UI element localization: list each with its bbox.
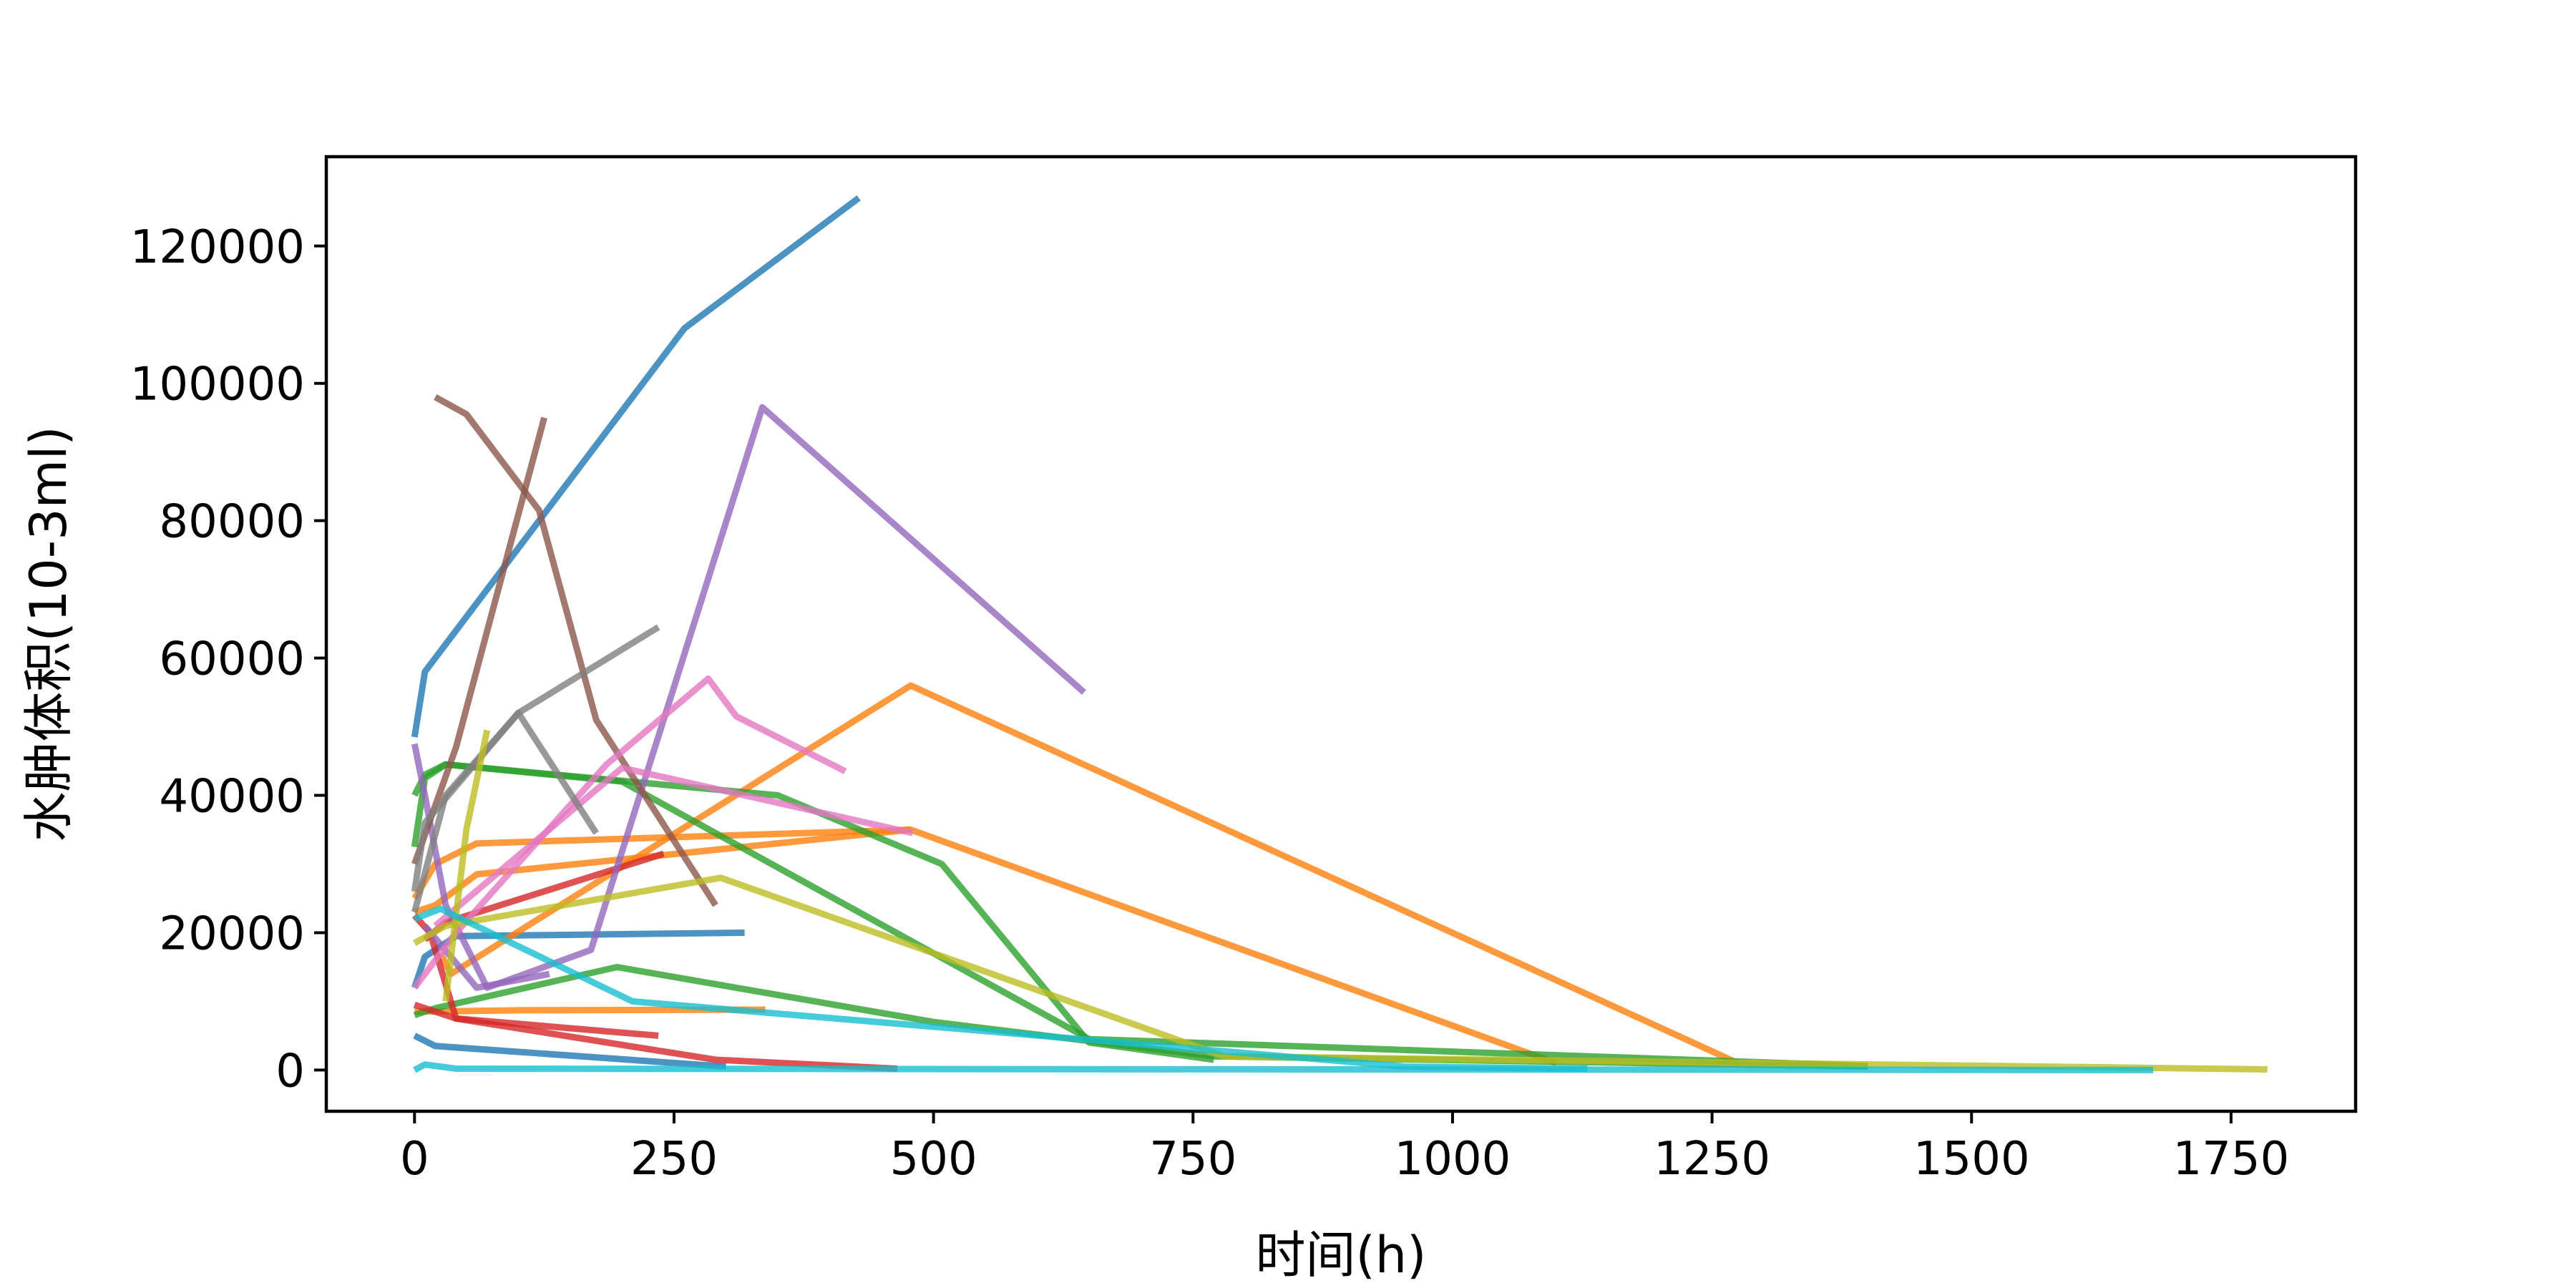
y-axis-title: 水肿体积(10-3ml) [19, 426, 78, 841]
series-line [413, 874, 2268, 1073]
x-tick-label: 250 [630, 1133, 718, 1186]
series-line [434, 394, 718, 907]
y-tick-label: 80000 [159, 496, 305, 549]
y-tick-label: 20000 [159, 907, 305, 960]
x-tick-label: 1250 [1654, 1133, 1770, 1186]
y-tick-label: 40000 [159, 771, 305, 824]
x-tick-label: 750 [1149, 1133, 1236, 1186]
series-line [413, 1033, 726, 1070]
series-line [413, 1001, 898, 1072]
x-tick-label: 1000 [1395, 1133, 1511, 1186]
y-tick-label: 0 [275, 1045, 305, 1098]
series-line [413, 1061, 2154, 1073]
series-line [411, 913, 659, 1039]
series-line [414, 1006, 766, 1015]
series-line [437, 682, 1740, 1066]
series-line [442, 729, 491, 1002]
y-axis: 0 20000 40000 60000 80000 100000 120000 [130, 221, 326, 1098]
series-line [411, 826, 1558, 1067]
series-line [433, 764, 914, 929]
x-tick-label: 0 [400, 1133, 429, 1186]
x-tick-label: 1750 [2172, 1133, 2289, 1186]
x-axis: 0 250 500 750 1000 1250 1500 1750 [400, 1111, 2289, 1186]
series-line [411, 709, 599, 892]
series-line [411, 195, 861, 738]
series-line [411, 675, 847, 990]
plot-lines [411, 195, 2268, 1073]
y-tick-label: 100000 [130, 358, 305, 411]
y-tick-label: 120000 [130, 221, 305, 274]
series-line [411, 416, 547, 866]
x-axis-title: 时间(h) [1256, 1226, 1427, 1284]
x-tick-label: 1500 [1913, 1133, 2030, 1186]
plot-frame [324, 155, 2358, 1113]
x-tick-label: 500 [890, 1133, 977, 1186]
y-tick-label: 60000 [159, 633, 305, 686]
